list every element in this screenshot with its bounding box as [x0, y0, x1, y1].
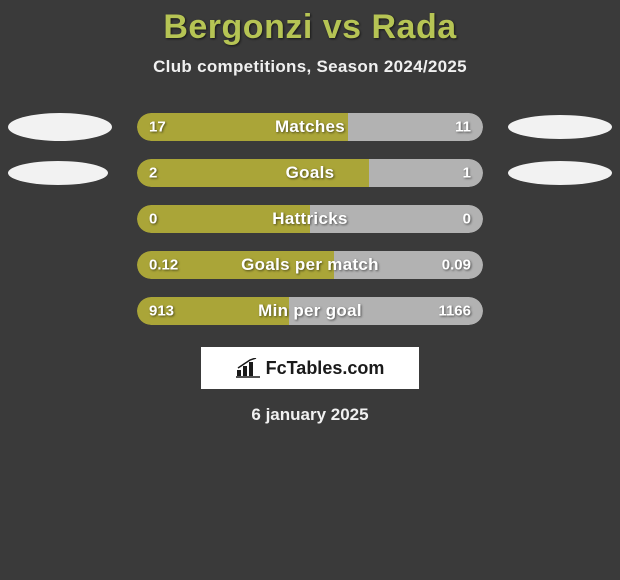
- player-ellipse-right: [508, 115, 612, 139]
- stat-row: Goals21: [0, 159, 620, 187]
- stat-row: Hattricks00: [0, 205, 620, 233]
- subtitle: Club competitions, Season 2024/2025: [153, 57, 467, 77]
- bar-chart-icon: [236, 358, 260, 378]
- bar-segment-left: [137, 251, 334, 279]
- player-ellipse-left: [8, 113, 112, 141]
- bar-segment-left: [137, 113, 348, 141]
- stat-row: Matches1711: [0, 113, 620, 141]
- stats-container: Matches1711 Goals21 Hattricks00 Goals per m…: [0, 113, 620, 325]
- stat-bar: Goals per match0.120.09: [137, 251, 483, 279]
- player-ellipse-left: [8, 161, 108, 185]
- comparison-card: Bergonzi vs Rada Club competitions, Seas…: [0, 0, 620, 580]
- page-title: Bergonzi vs Rada: [163, 8, 456, 47]
- bar-segment-right: [369, 159, 483, 187]
- bar-segment-right: [289, 297, 483, 325]
- branding-box: FcTables.com: [201, 347, 419, 389]
- branding-text: FcTables.com: [266, 358, 385, 379]
- bar-segment-left: [137, 159, 369, 187]
- stat-bar: Min per goal9131166: [137, 297, 483, 325]
- bar-segment-left: [137, 205, 310, 233]
- player-ellipse-right: [508, 161, 612, 185]
- stat-row: Goals per match0.120.09: [0, 251, 620, 279]
- date-text: 6 january 2025: [251, 405, 368, 425]
- stat-bar: Goals21: [137, 159, 483, 187]
- stat-bar: Matches1711: [137, 113, 483, 141]
- bar-segment-right: [334, 251, 483, 279]
- bar-segment-left: [137, 297, 289, 325]
- stat-bar: Hattricks00: [137, 205, 483, 233]
- stat-row: Min per goal9131166: [0, 297, 620, 325]
- bar-segment-right: [310, 205, 483, 233]
- bar-segment-right: [348, 113, 483, 141]
